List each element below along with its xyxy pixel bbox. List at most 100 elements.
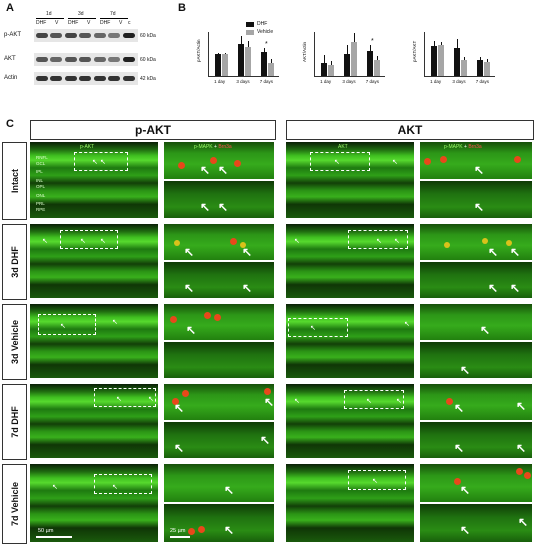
chart-axes bbox=[314, 32, 385, 77]
x-tick-label: 7 days bbox=[259, 79, 273, 84]
x-tick-label: 1 day bbox=[320, 79, 332, 84]
row-label-7d-vehicle: 7d Vehicle bbox=[2, 464, 27, 544]
x-tick-label: 1 day bbox=[430, 79, 442, 84]
error-bar bbox=[217, 52, 219, 54]
bar-vehicle-2 bbox=[484, 62, 491, 76]
row-label-3d-dhf: 3d DHF bbox=[2, 224, 27, 300]
zoom-pmapk-brn3a-3d-vehicle-akt: ↖ bbox=[420, 304, 532, 340]
bar-dhf-0 bbox=[430, 46, 437, 76]
micrograph-pakt-3d-dhf: ↖ ↖ ↖ bbox=[30, 224, 158, 298]
error-bar bbox=[241, 35, 242, 45]
bar-vehicle-0 bbox=[221, 54, 228, 76]
micrograph-akt-3d-dhf: ↖ ↖ ↖ bbox=[286, 224, 414, 298]
blot-row-label-akt: AKT bbox=[4, 56, 16, 62]
bar-dhf-2 bbox=[261, 51, 268, 76]
zoom-pakt-7d-vehicle: ↖ 25 µm bbox=[164, 504, 274, 542]
micrograph-pakt-7d-dhf: ↖ ↖ bbox=[30, 384, 158, 458]
bar-chart-pakt-akt: pAKT/AKT 1 day 3 days 7 days bbox=[410, 14, 500, 94]
error-bar bbox=[480, 57, 482, 60]
zoom-pmapk-brn3a-7d-dhf: ↖ ↖ bbox=[164, 384, 274, 420]
bar-dhf-0 bbox=[320, 62, 327, 76]
zoom-pmapk-brn3a-3d-vehicle: ↖ bbox=[164, 304, 274, 340]
zoom-akt-intact: ↖ bbox=[420, 181, 532, 218]
layer-inl: INL bbox=[36, 178, 44, 183]
row-label-7d-dhf: 7d DHF bbox=[2, 384, 27, 460]
bar-dhf-2 bbox=[477, 60, 484, 76]
lane-4: V bbox=[87, 20, 91, 26]
micrograph-akt-intact: AKT ↖ ↖ bbox=[286, 142, 414, 218]
lane-7: c bbox=[128, 20, 131, 26]
error-bar bbox=[224, 52, 226, 54]
x-tick-label: 3 days bbox=[452, 79, 466, 84]
bar-vehicle-2 bbox=[268, 62, 275, 76]
x-tick-label: 7 days bbox=[365, 79, 379, 84]
error-bar bbox=[377, 56, 379, 60]
legend-label-dhf: DHF bbox=[257, 20, 268, 27]
bar-vehicle-1 bbox=[245, 46, 251, 76]
layer-onl: ONL bbox=[36, 193, 46, 198]
bar-vehicle-2 bbox=[374, 59, 381, 76]
chart-axes bbox=[424, 32, 495, 77]
bar-dhf-1 bbox=[238, 44, 244, 76]
error-bar bbox=[264, 47, 266, 52]
zoom-akt-3d-vehicle: ↖ bbox=[420, 342, 532, 378]
bar-dhf-0 bbox=[214, 54, 221, 76]
row-label-intact: Intact bbox=[2, 142, 27, 220]
zoom-pakt-7d-dhf: ↖ ↖ bbox=[164, 422, 274, 458]
significance-star: * bbox=[370, 38, 374, 46]
bar-chart-akt-actin: AKT/Actin 1 day 3 days 7 days * bbox=[300, 14, 390, 94]
error-bar bbox=[354, 33, 355, 42]
significance-star: * bbox=[264, 40, 268, 48]
micrograph-pakt-7d-vehicle: ↖ ↖ 50 µm bbox=[30, 464, 158, 542]
layer-rpe: RPE bbox=[36, 207, 46, 212]
error-bar bbox=[457, 39, 458, 48]
zoom-pmapk-brn3a-7d-vehicle: ↖ bbox=[164, 464, 274, 502]
panel-a-letter: A bbox=[6, 2, 14, 14]
error-bar bbox=[370, 45, 372, 51]
blot-row-label-actin: Actin bbox=[4, 75, 18, 81]
header-pakt: p-AKT bbox=[30, 120, 276, 140]
bar-vehicle-0 bbox=[327, 65, 334, 76]
bar-chart-pakt-actin: pAKT/Actin 1 day 3 days 7 days * bbox=[194, 14, 284, 94]
lane-1: DHF bbox=[36, 20, 47, 26]
legend-swatch-vehicle bbox=[246, 29, 254, 35]
micrograph-pakt-intact: p-AKT ↖ ↖ RNFL GCL IPL INL OPL ONL PRL RP… bbox=[30, 142, 158, 218]
micrograph-akt-7d-dhf: ↖ ↖ ↖ bbox=[286, 384, 414, 458]
lane-5: DHF bbox=[100, 20, 111, 26]
micrograph-pakt-3d-vehicle: ↖ ↖ bbox=[30, 304, 158, 378]
scale-label-50um: 50 µm bbox=[38, 528, 54, 534]
layer-gcl: GCL bbox=[36, 161, 46, 166]
scale-bar-50um bbox=[36, 536, 72, 538]
lane-2: V bbox=[55, 20, 59, 26]
zoom-region-box bbox=[74, 152, 128, 171]
x-tick-label: 7 days bbox=[475, 79, 489, 84]
scale-label-25um: 25 µm bbox=[170, 528, 186, 534]
error-bar bbox=[271, 58, 273, 63]
blot-strip-pakt bbox=[34, 29, 138, 42]
bar-dhf-1 bbox=[344, 54, 350, 76]
error-bar bbox=[464, 57, 465, 60]
bar-vehicle-1 bbox=[351, 41, 357, 76]
blot-strip-actin bbox=[34, 72, 138, 85]
layer-rnfl: RNFL bbox=[36, 155, 48, 160]
x-tick-label: 3 days bbox=[236, 79, 250, 84]
zoom-pmapk-brn3a-7d-dhf-akt: ↖ ↖ bbox=[420, 384, 532, 420]
group-label-3d: 3d bbox=[78, 11, 84, 17]
zoom-pakt-3d-vehicle bbox=[164, 342, 274, 378]
layer-opl: OPL bbox=[36, 184, 46, 189]
bar-vehicle-1 bbox=[461, 60, 467, 76]
bar-vehicle-0 bbox=[437, 45, 444, 76]
kda-akt: 60 kDa bbox=[140, 57, 156, 63]
lane-6: V bbox=[119, 20, 123, 26]
micrograph-akt-7d-vehicle: ↖ bbox=[286, 464, 414, 542]
zoom-pmapk-brn3a-3d-dhf: ↖ ↖ bbox=[164, 224, 274, 260]
panel-b-letter: B bbox=[178, 2, 186, 14]
micrograph-akt-3d-vehicle: ↖ ↖ bbox=[286, 304, 414, 378]
layer-prl: PRL bbox=[36, 201, 45, 206]
layer-ipl: IPL bbox=[36, 169, 43, 174]
error-bar bbox=[323, 55, 325, 63]
zoom-pmapk-brn3a-intact: p-MAPK + Brn3a ↖ ↖ bbox=[164, 142, 274, 179]
zoom-pmapk-brn3a-intact-akt: p-MAPK + Brn3a ↖ bbox=[420, 142, 532, 179]
zoom-akt-7d-dhf: ↖ ↖ bbox=[420, 422, 532, 458]
